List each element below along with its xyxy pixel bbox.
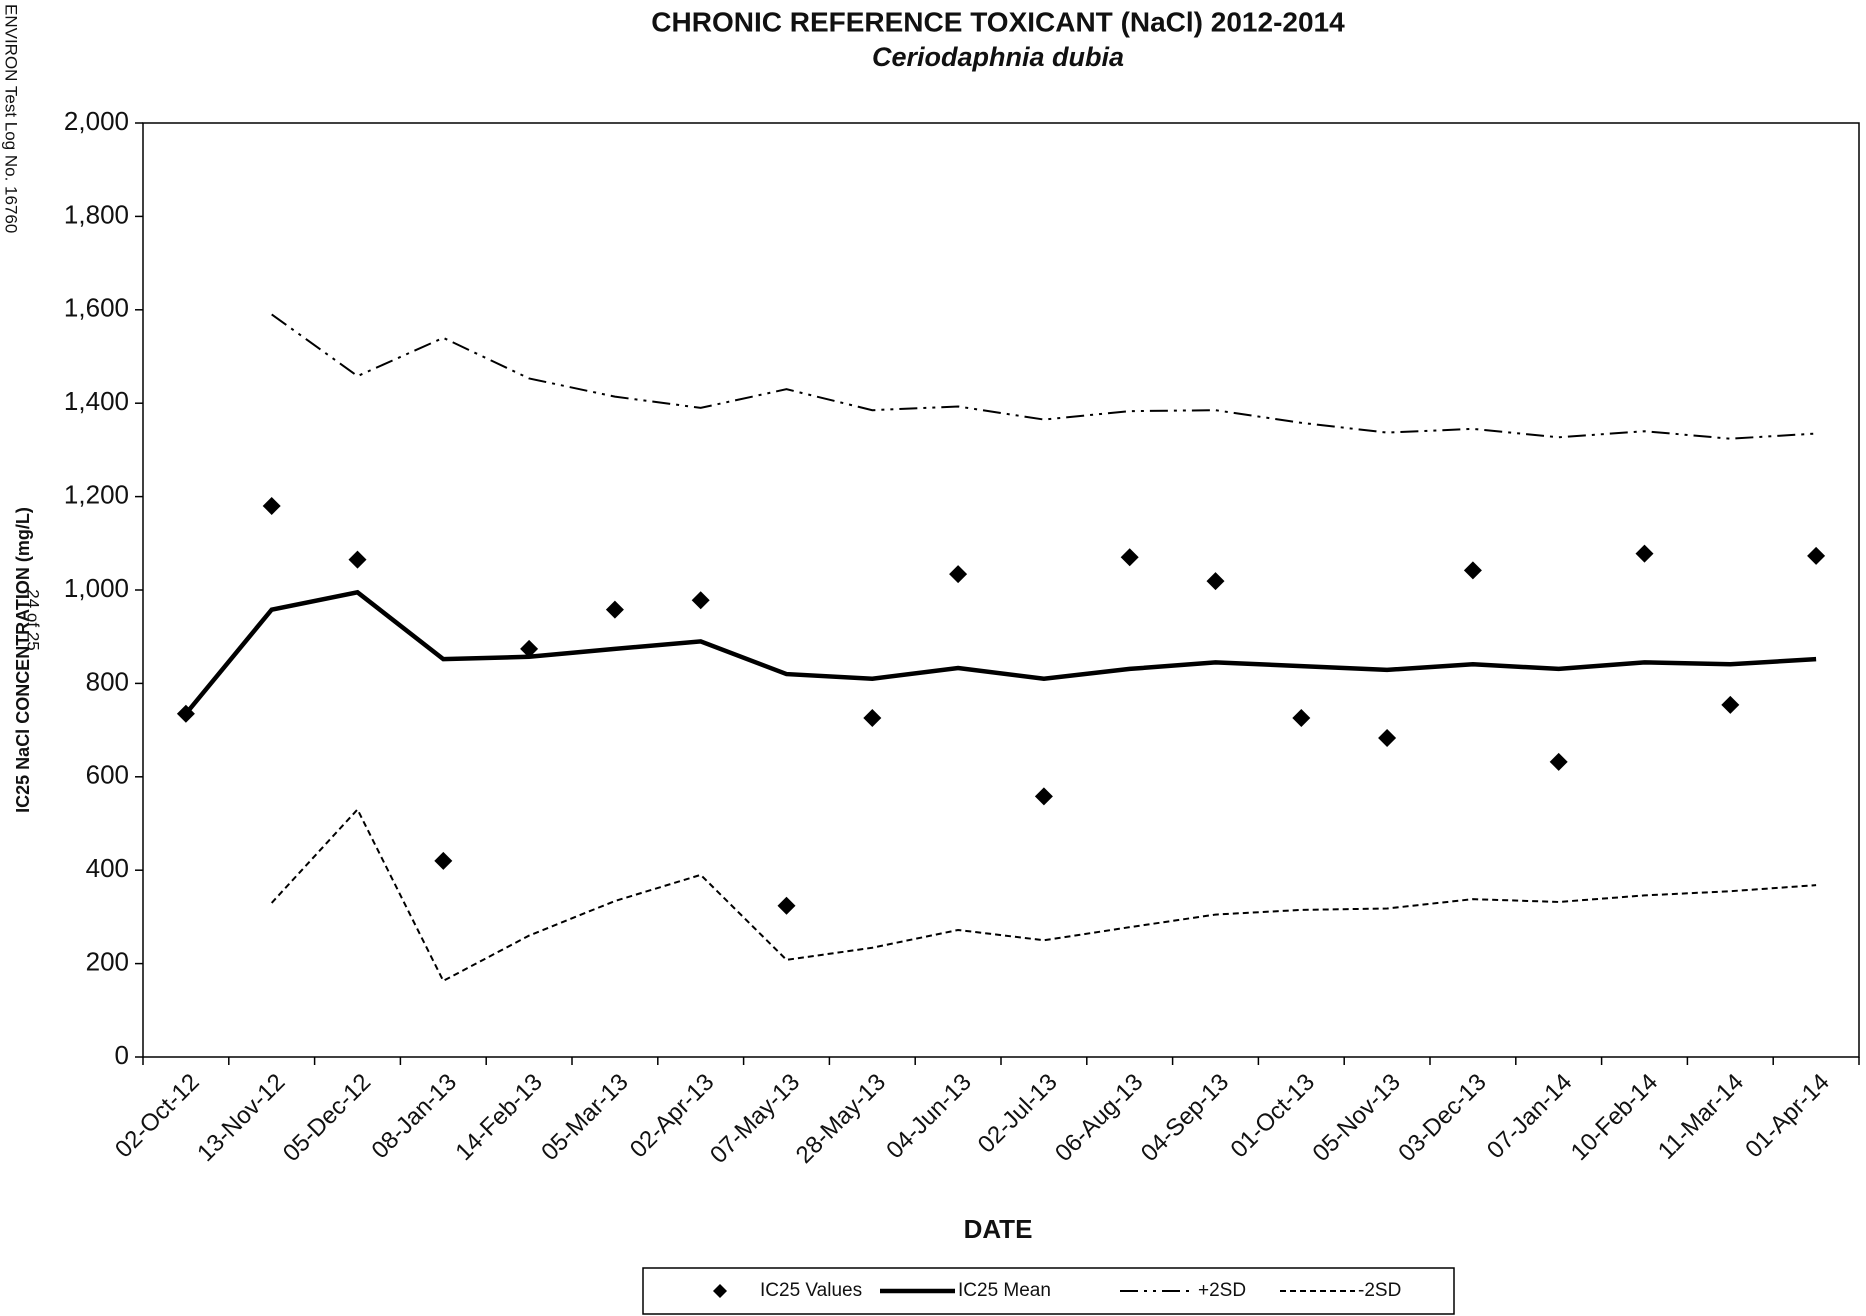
- y-tick-label: 0: [115, 1040, 129, 1070]
- data-point: [520, 639, 539, 658]
- data-point: [1721, 695, 1740, 714]
- data-point: [1034, 787, 1053, 806]
- x-tick-label: 04-Sep-13: [1136, 1069, 1234, 1167]
- x-tick-label: 04-Jun-13: [881, 1069, 977, 1165]
- x-tick-label: 02-Oct-12: [110, 1069, 205, 1164]
- y-axis-label: IC25 NaCl CONCENTRATION (mg/L): [13, 507, 33, 813]
- x-tick-label: 10-Feb-14: [1566, 1069, 1663, 1166]
- y-tick-label: 1,200: [64, 479, 129, 509]
- data-line: [270, 807, 1817, 983]
- legend-label: +2SD: [1198, 1280, 1246, 1301]
- x-tick-label: 06-Aug-13: [1050, 1069, 1148, 1167]
- legend-label: IC25 Mean: [958, 1280, 1051, 1301]
- data-point: [1549, 752, 1568, 771]
- data-point: [863, 708, 882, 727]
- y-tick-label: 1,800: [64, 199, 129, 229]
- x-tick-label: 02-Jul-13: [973, 1069, 1063, 1159]
- x-tick-label: 13-Nov-12: [192, 1069, 290, 1167]
- x-tick-label: 08-Jan-13: [367, 1069, 463, 1165]
- data-line: [184, 589, 1817, 716]
- data-point: [1378, 729, 1397, 748]
- x-tick-label: 05-Dec-12: [278, 1069, 376, 1167]
- chart-subtitle: Ceriodaphnia dubia: [872, 42, 1124, 72]
- x-tick-label: 11-Mar-14: [1653, 1069, 1749, 1165]
- x-tick-label: 07-Jan-14: [1482, 1069, 1578, 1165]
- data-point: [777, 896, 796, 915]
- x-tick-label: 01-Oct-13: [1225, 1069, 1320, 1164]
- x-tick-label: 01-Apr-14: [1740, 1069, 1835, 1164]
- x-axis-label: DATE: [964, 1214, 1033, 1244]
- data-point: [1463, 561, 1482, 580]
- x-tick-label: 07-May-13: [705, 1069, 805, 1169]
- data-point: [1807, 546, 1826, 565]
- legend-label: -2SD: [1358, 1280, 1401, 1301]
- x-tick-label: 28-May-13: [791, 1069, 891, 1169]
- data-point: [1120, 548, 1139, 567]
- y-tick-label: 600: [86, 760, 129, 790]
- x-tick-label: 03-Dec-13: [1393, 1069, 1491, 1167]
- y-tick-label: 1,400: [64, 386, 129, 416]
- data-point: [949, 565, 968, 584]
- legend-marker: [713, 1284, 727, 1298]
- plot-area: [142, 122, 1860, 1058]
- page-marker: 24 of 25: [24, 589, 43, 650]
- x-tick-label: 05-Nov-13: [1307, 1069, 1405, 1167]
- data-line: [271, 313, 1817, 440]
- data-point: [1635, 544, 1654, 563]
- data-point: [605, 600, 624, 619]
- x-tick-label: 14-Feb-13: [450, 1069, 547, 1166]
- data-point: [434, 851, 453, 870]
- data-point: [348, 550, 367, 569]
- data-point: [1292, 708, 1311, 727]
- chart-title: CHRONIC REFERENCE TOXICANT (NaCl) 2012-2…: [651, 6, 1345, 37]
- legend-box: [642, 1267, 1455, 1315]
- data-point: [691, 591, 710, 610]
- y-tick-label: 1,600: [64, 293, 129, 323]
- y-tick-label: 400: [86, 853, 129, 883]
- legend-label: IC25 Values: [760, 1280, 862, 1301]
- y-tick-label: 200: [86, 946, 129, 976]
- data-point: [1206, 572, 1225, 591]
- y-tick-label: 1,000: [64, 573, 129, 603]
- x-tick-label: 05-Mar-13: [536, 1069, 633, 1166]
- y-tick-label: 2,000: [64, 106, 129, 136]
- data-point: [262, 496, 281, 515]
- side-note: ENVIRON Test Log No. 16760: [2, 4, 21, 233]
- y-tick-label: 800: [86, 666, 129, 696]
